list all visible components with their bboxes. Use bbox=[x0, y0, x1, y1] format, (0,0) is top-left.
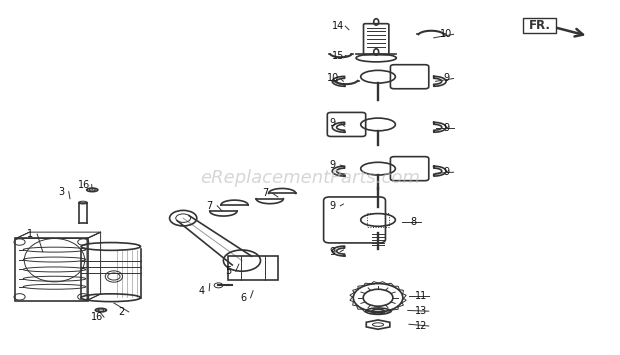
Text: 9: 9 bbox=[330, 118, 336, 128]
Text: 8: 8 bbox=[411, 217, 417, 227]
Text: 9: 9 bbox=[443, 123, 449, 133]
Text: 9: 9 bbox=[443, 73, 449, 83]
Text: 3: 3 bbox=[58, 187, 64, 197]
Text: 16: 16 bbox=[78, 180, 91, 190]
Text: 9: 9 bbox=[330, 247, 336, 257]
Text: 9: 9 bbox=[330, 201, 336, 211]
Text: 2: 2 bbox=[118, 307, 125, 317]
Text: 10: 10 bbox=[440, 29, 452, 39]
Text: 7: 7 bbox=[206, 201, 213, 211]
Text: 15: 15 bbox=[332, 50, 344, 60]
Text: 5: 5 bbox=[225, 266, 231, 276]
Text: 14: 14 bbox=[332, 21, 344, 31]
Text: 11: 11 bbox=[415, 291, 427, 301]
Text: 16: 16 bbox=[91, 312, 103, 322]
Text: FR.: FR. bbox=[528, 19, 551, 32]
Text: 7: 7 bbox=[262, 189, 268, 198]
Text: eReplacementParts.com: eReplacementParts.com bbox=[200, 169, 420, 186]
Text: 6: 6 bbox=[240, 293, 246, 303]
Text: 9: 9 bbox=[443, 167, 449, 177]
Text: 4: 4 bbox=[198, 286, 205, 296]
Text: 9: 9 bbox=[330, 160, 336, 170]
Text: 13: 13 bbox=[415, 306, 427, 316]
Bar bbox=[228, 256, 278, 280]
Text: 1: 1 bbox=[27, 229, 33, 239]
Text: 10: 10 bbox=[327, 73, 339, 83]
Text: 12: 12 bbox=[415, 321, 428, 331]
